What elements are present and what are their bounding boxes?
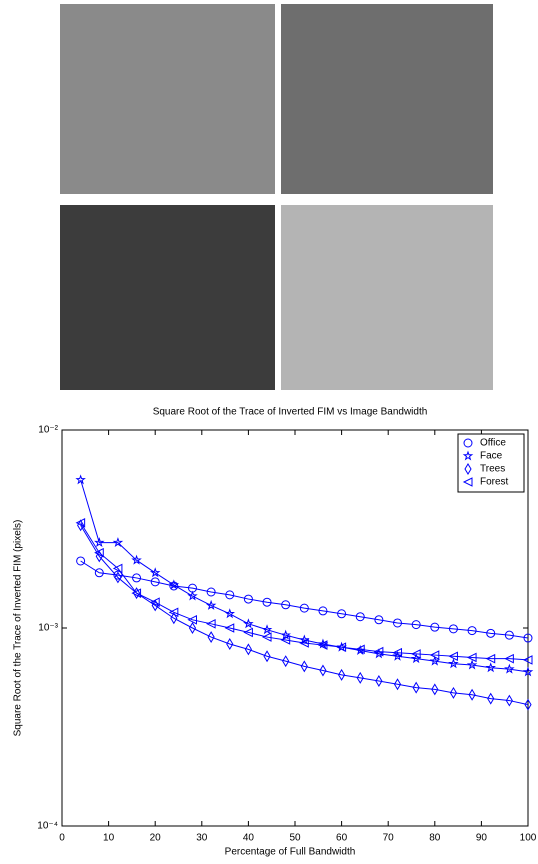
legend-label: Forest [480, 477, 509, 488]
y-tick-label: 10⁻³ [38, 623, 58, 634]
legend-label: Office [480, 438, 506, 449]
series-line [81, 525, 528, 704]
legend-label: Face [480, 451, 503, 462]
x-tick-label: 100 [520, 833, 537, 844]
marker [77, 476, 85, 483]
x-tick-label: 60 [336, 833, 348, 844]
chart-title: Square Root of the Trace of Inverted FIM… [153, 407, 428, 418]
x-tick-label: 80 [429, 833, 441, 844]
legend-label: Trees [480, 464, 505, 475]
series-line [81, 561, 528, 638]
photo-forest [60, 205, 275, 390]
figure: Square Root of the Trace of Inverted FIM… [0, 0, 538, 859]
x-tick-label: 70 [383, 833, 395, 844]
x-tick-label: 30 [196, 833, 208, 844]
y-tick-label: 10⁻⁴ [37, 821, 58, 832]
x-axis-label: Percentage of Full Bandwidth [225, 847, 356, 858]
x-tick-label: 40 [243, 833, 255, 844]
x-tick-label: 20 [150, 833, 162, 844]
y-tick-label: 10⁻² [38, 425, 58, 436]
series-line [81, 523, 528, 660]
x-tick-label: 90 [476, 833, 488, 844]
photo-face [281, 4, 493, 194]
x-tick-label: 0 [59, 833, 65, 844]
y-axis-label: Square Root of the Trace of Inverted FIM… [13, 520, 24, 737]
photo-office [281, 205, 493, 390]
x-tick-label: 50 [289, 833, 301, 844]
photo-tree [60, 4, 275, 194]
x-tick-label: 10 [103, 833, 115, 844]
